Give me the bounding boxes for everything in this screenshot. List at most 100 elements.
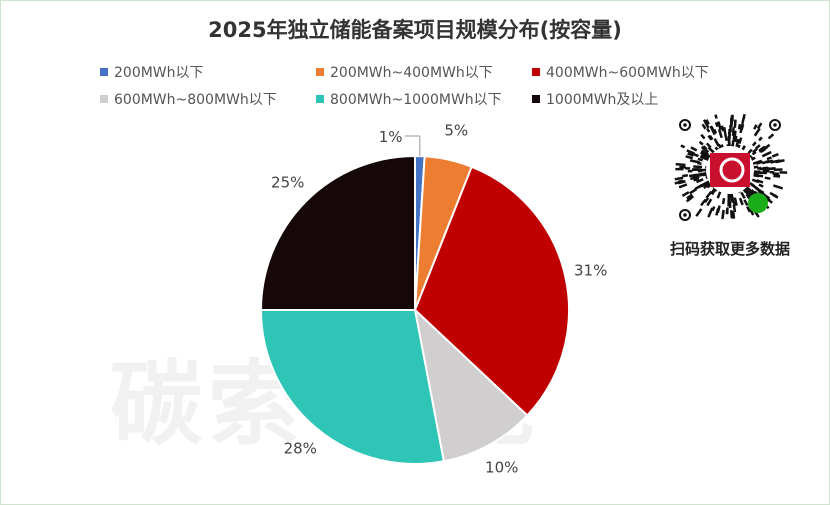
legend-label: 600MWh~800MWh以下 [114, 92, 277, 108]
data-label: 31% [574, 262, 607, 280]
qr-module [772, 184, 784, 190]
legend-item: 600MWh~800MWh以下 [100, 89, 277, 109]
qr-module [714, 114, 718, 119]
qr-module [688, 173, 698, 178]
pie-slice [413, 165, 570, 417]
legend-swatch [532, 68, 540, 76]
pie-slice [259, 154, 416, 311]
qr-module [689, 159, 700, 164]
qr-module [770, 159, 781, 164]
qr-module [696, 178, 704, 184]
qr-module [769, 170, 775, 174]
qr-module [685, 155, 694, 160]
legend-item: 1000MWh及以上 [532, 89, 658, 109]
qr-module [682, 173, 689, 178]
qr-module [692, 168, 700, 171]
qr-module [686, 193, 693, 200]
qr-module [732, 135, 736, 142]
qr-module [704, 197, 710, 203]
qr-module [687, 152, 695, 157]
qr-module [675, 167, 684, 171]
qr-module [709, 125, 716, 136]
qr-module [750, 188, 756, 194]
qr-module [740, 191, 746, 199]
qr-module [733, 130, 737, 137]
qr-module [743, 199, 749, 207]
qr-module [738, 197, 744, 206]
qr-module [753, 173, 760, 178]
qr-module [700, 133, 706, 140]
qr-module [761, 160, 768, 165]
brand-logo-c [719, 157, 745, 183]
legend-swatch [316, 68, 324, 76]
qr-module [678, 183, 688, 189]
qr-module [733, 119, 737, 128]
data-label: 5% [444, 121, 468, 139]
data-label: 28% [284, 440, 317, 458]
qr-module [702, 145, 708, 151]
qr-module [735, 138, 740, 148]
qr-module [747, 188, 755, 195]
qr-module [700, 149, 709, 156]
qr-finder-dot [683, 123, 687, 127]
qr-module [693, 165, 703, 169]
qr-module [767, 198, 774, 204]
data-label: 1% [379, 128, 403, 146]
qr-module [730, 210, 734, 219]
qr-module [706, 127, 711, 133]
qr-module [701, 123, 707, 130]
qr-module [752, 159, 763, 165]
qr-module [695, 208, 703, 217]
legend-label: 200MWh以下 [114, 65, 204, 81]
qr-module [713, 138, 720, 147]
qr-module [764, 176, 771, 180]
qr-module [759, 167, 770, 171]
qr-module [728, 128, 732, 137]
qr-module [721, 209, 725, 220]
qr-module [707, 146, 715, 153]
legend-item: 200MWh~400MWh以下 [316, 62, 493, 82]
qr-module [732, 204, 737, 213]
qr-module [751, 150, 757, 156]
qr-module [681, 191, 690, 197]
qr-module [690, 146, 698, 152]
qr-module [742, 113, 746, 120]
qr-module [716, 205, 721, 213]
qr-module [698, 140, 704, 146]
qr-module [756, 122, 763, 130]
qr-module [759, 171, 767, 175]
legend-swatch [316, 95, 324, 103]
qr-module [717, 121, 722, 131]
qr-module [697, 181, 707, 189]
qr-module [739, 123, 744, 134]
qr-module [685, 167, 691, 170]
qr-module [751, 141, 757, 147]
qr-module [746, 206, 751, 213]
qr-module [697, 171, 708, 177]
qr-module [697, 169, 703, 173]
legend-swatch [532, 95, 540, 103]
qr-module [775, 174, 781, 178]
qr-module [756, 179, 764, 184]
qr-module [766, 156, 773, 161]
legend-swatch [100, 68, 108, 76]
qr-caption: 扫码获取更多数据 [669, 240, 790, 258]
legend-label: 200MWh~400MWh以下 [330, 65, 493, 81]
qr-module [674, 176, 684, 181]
data-label: 25% [271, 174, 304, 192]
qr-module [705, 190, 713, 199]
qr-module [758, 183, 764, 188]
qr-module [693, 177, 700, 182]
qr-module [679, 165, 686, 169]
qr-module [766, 159, 774, 164]
qr-module [779, 171, 788, 174]
qr-module [758, 145, 766, 152]
qr-module [721, 197, 726, 205]
qr-module [705, 142, 712, 149]
qr-module [767, 133, 775, 140]
qr-module [700, 146, 710, 154]
qr-finder-dot [773, 123, 777, 127]
qr-module [699, 151, 710, 158]
qr-module [703, 182, 711, 189]
